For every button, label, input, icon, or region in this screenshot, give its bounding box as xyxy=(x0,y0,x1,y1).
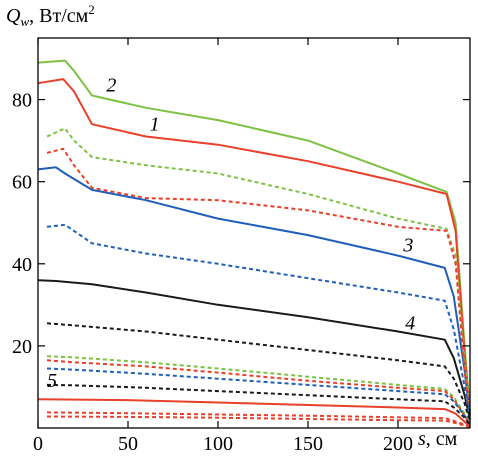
dashed-series-line-12 xyxy=(46,367,471,426)
curve-labels-layer: 2 1 3 4 5 xyxy=(47,74,415,392)
x-axis-label: s, см xyxy=(418,428,457,451)
curve-label-3: 3 xyxy=(402,234,413,256)
y-axis-subscript: w xyxy=(20,14,30,29)
x-tick-label: 100 xyxy=(203,433,233,455)
y-tick-label: 40 xyxy=(12,254,32,276)
dashed-series-line-10 xyxy=(46,355,471,425)
dashed-series-line-13 xyxy=(46,383,471,426)
ticks-layer: 0 50 100 150 200 20 40 60 80 xyxy=(12,38,470,455)
dashed-series-line-9 xyxy=(46,322,471,423)
y-axis-unit-power: 2 xyxy=(88,2,95,17)
x-tick-label: 200 xyxy=(383,433,413,455)
x-tick-label: 0 xyxy=(33,433,43,455)
curve-label-5: 5 xyxy=(47,370,57,392)
dashed-series-line-8 xyxy=(46,223,471,420)
plot-frame xyxy=(37,37,471,429)
series-layer xyxy=(37,59,471,429)
axes-frame xyxy=(37,37,471,429)
series-line-4 xyxy=(37,279,471,421)
y-axis-unit: , Вт/см xyxy=(29,5,89,27)
dashed-series-line-14 xyxy=(46,411,471,428)
y-tick-label: 20 xyxy=(12,336,32,358)
y-tick-label: 80 xyxy=(12,90,32,112)
x-axis-symbol: s xyxy=(418,428,426,450)
x-tick-label: 150 xyxy=(293,433,323,455)
series-line-3 xyxy=(37,166,471,416)
series-line-1 xyxy=(37,78,471,416)
curve-label-4: 4 xyxy=(405,312,415,334)
series-line-5 xyxy=(37,398,471,427)
y-axis-symbol: Q xyxy=(6,5,21,27)
curve-label-2: 2 xyxy=(106,74,116,96)
dashed-series-line-15 xyxy=(46,415,471,429)
curve-label-1: 1 xyxy=(150,113,160,135)
dashed-series-line-6 xyxy=(46,127,471,412)
x-tick-label: 50 xyxy=(118,433,138,455)
dashed-series-line-11 xyxy=(46,359,471,425)
x-axis-unit: , см xyxy=(425,428,458,450)
y-tick-label: 60 xyxy=(12,172,32,194)
y-axis-label: Qw, Вт/см2 xyxy=(6,2,95,30)
